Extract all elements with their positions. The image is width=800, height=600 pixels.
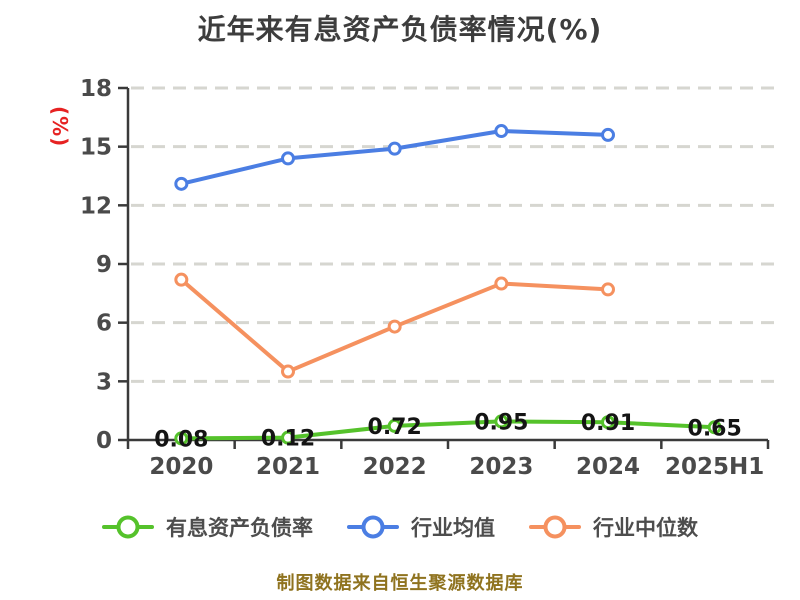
legend-marker-green [102,513,154,541]
data-label: 0.95 [474,410,528,435]
source-note: 制图数据来自恒生聚源数据库 [276,573,524,594]
legend-label: 有息资产负债率 [166,516,313,540]
x-tick-label: 2023 [469,454,533,480]
y-tick-label: 18 [80,76,112,102]
series-0-marker [707,420,722,435]
data-label: 0.08 [154,427,208,452]
x-tick-label: 2022 [363,454,427,480]
series-1-marker [601,127,615,142]
series-line-0 [179,419,717,441]
y-axis-label: (%) [48,106,72,148]
data-label: 0.72 [368,415,422,440]
chart-title: 近年来有息资产负债率情况(%) [197,13,603,46]
legend-marker-orange [529,513,581,541]
y-tick-label: 3 [96,369,112,395]
x-tick-label: 2025H1 [665,454,764,480]
series-1-marker [174,176,189,191]
x-tick-label: 2021 [256,454,320,480]
y-tick-label: 15 [80,135,112,161]
series-2-marker [281,364,295,379]
series-1-marker [281,151,295,166]
legend-marker-blue [347,513,399,541]
series-line-1 [179,129,610,186]
x-tick-label: 2024 [576,454,640,480]
line-chart-canvas: 0 3 6 9 12 15 18 2020 2021 2022 2023 2024 2025H1 0.08… [80,76,778,480]
legend-item-industry-median: 行业中位数 [529,512,698,542]
series-1-marker [387,141,402,156]
data-label: 0.12 [261,427,315,452]
series-2-marker [174,272,189,287]
series-0-marker [387,418,402,433]
y-tick-label: 12 [80,193,112,219]
x-tick-label: 2020 [149,454,213,480]
series-1-marker [494,124,509,139]
series-0-marker [494,414,509,429]
series-2-marker [387,319,402,334]
data-label: 0.91 [581,411,635,436]
legend-item-industry-average: 行业均值 [347,512,495,542]
y-tick-label: 0 [96,428,112,454]
legend-item-interest-bearing-ratio: 有息资产负债率 [102,512,313,542]
series-0-marker [174,431,189,446]
series-2-marker [601,282,615,297]
legend-label: 行业中位数 [593,516,698,540]
y-tick-label: 6 [96,311,112,337]
series-0-marker [281,430,295,445]
y-tick-label: 9 [96,252,112,278]
series-2-marker [494,276,509,291]
chart-legend: 有息资产负债率 行业均值 行业中位数 [0,512,800,542]
legend-label: 行业均值 [411,516,495,540]
data-label: 0.65 [688,416,742,441]
series-0-marker [601,415,615,430]
